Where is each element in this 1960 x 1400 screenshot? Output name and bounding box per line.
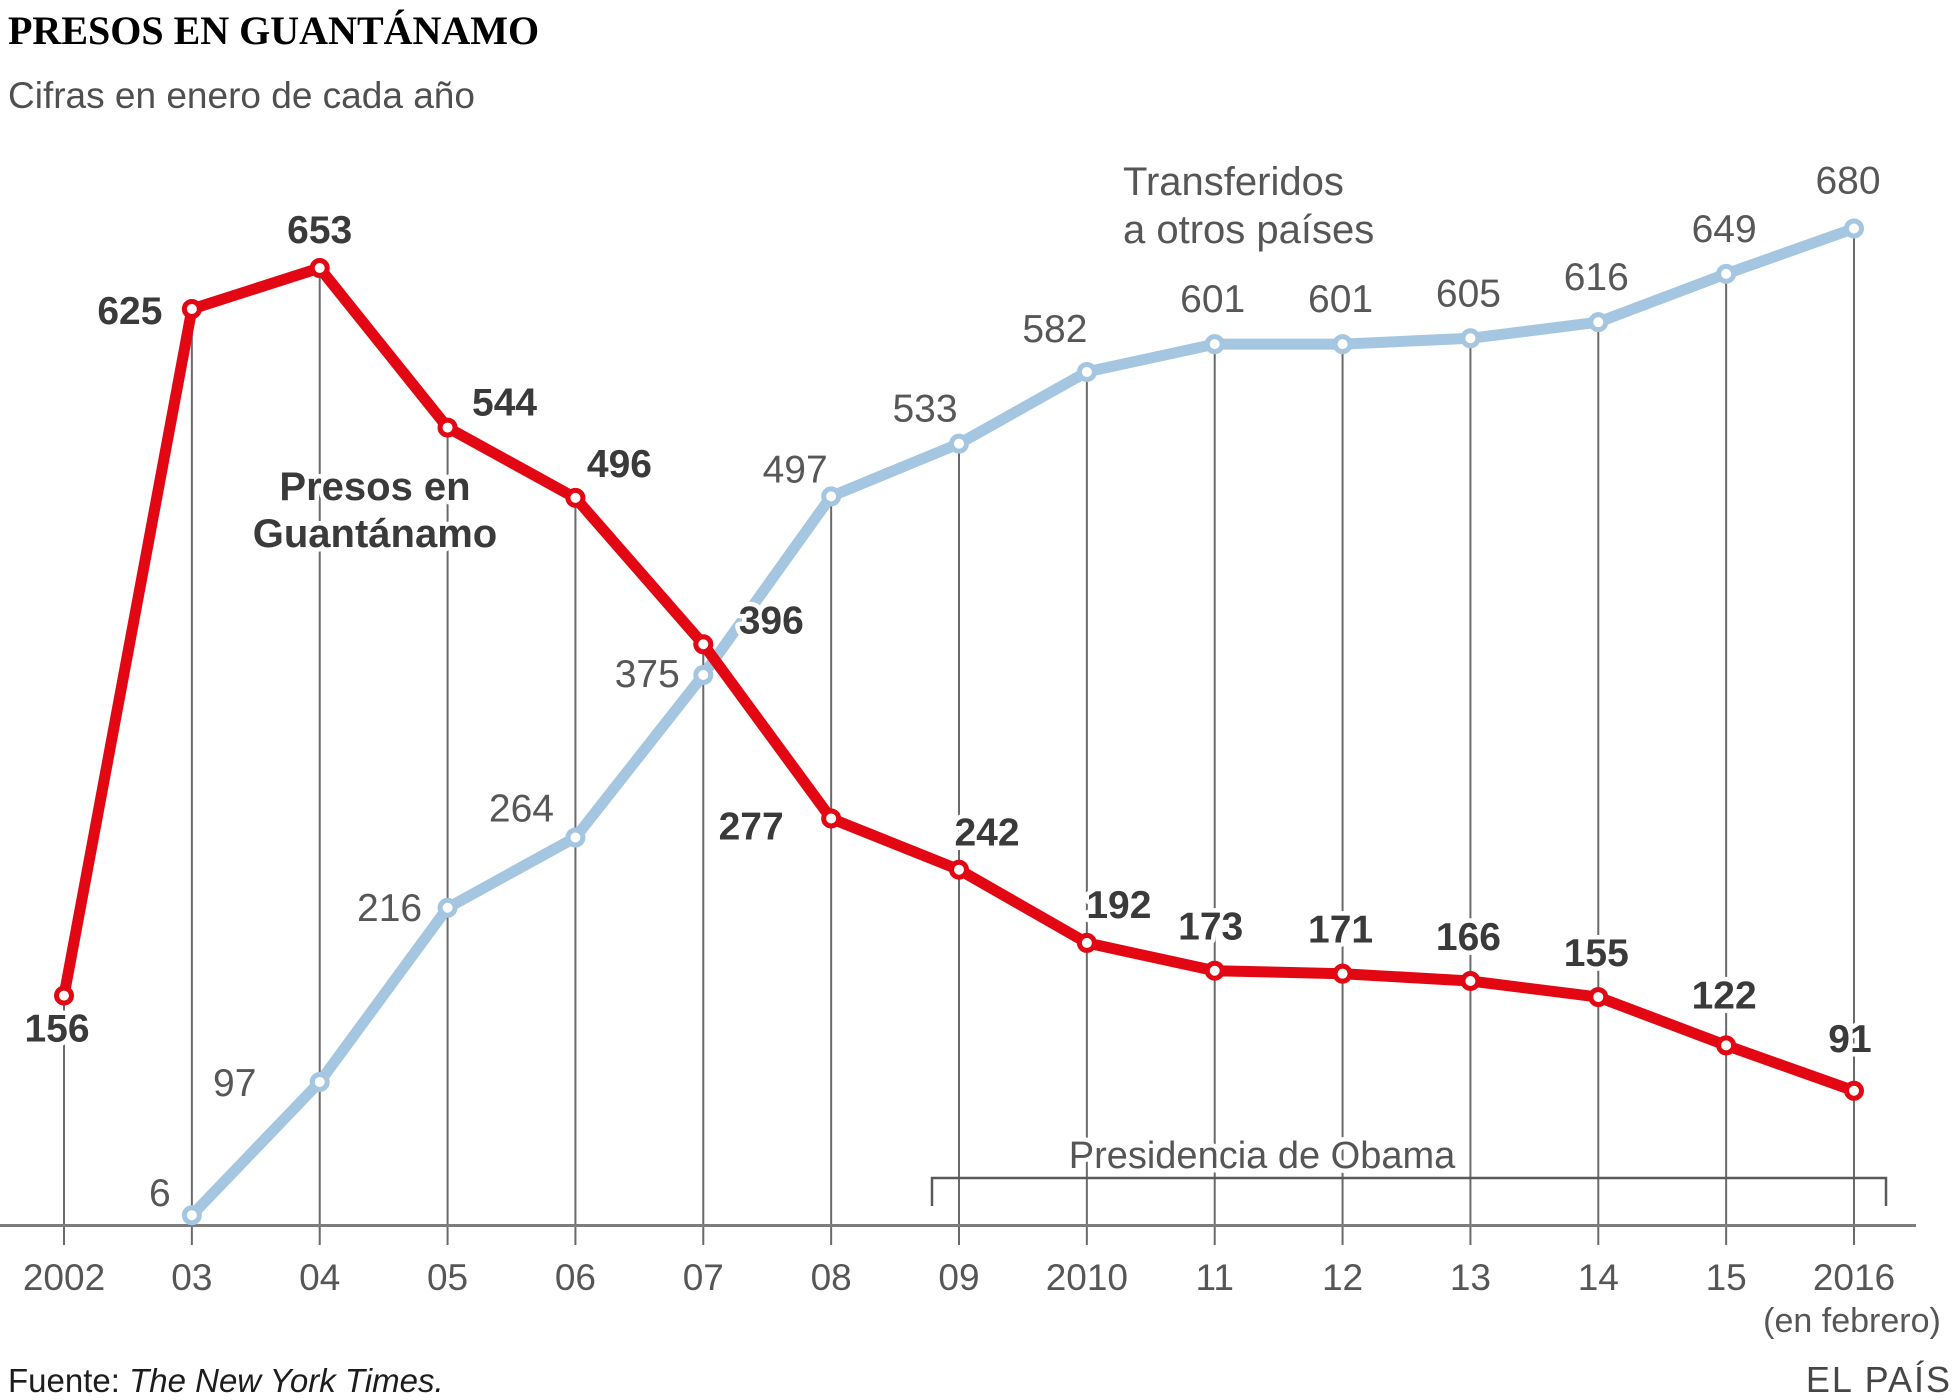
presos-value-label: 122 <box>1692 974 1757 1017</box>
presos-value-label: 156 <box>24 1008 89 1051</box>
page-title: PRESOS EN GUANTÁNAMO <box>8 8 539 53</box>
year-label: 13 <box>1450 1257 1491 1298</box>
transferidos-marker <box>1588 312 1609 333</box>
year-label: 03 <box>171 1257 212 1298</box>
presos-value-label: 625 <box>97 290 162 333</box>
presos-marker <box>1204 960 1225 981</box>
obama-annotation: Presidencia de Obama <box>930 1131 1888 1206</box>
presos-legend-line2: Guantánamo <box>253 512 497 556</box>
source-name: The New York Times. <box>129 1362 444 1399</box>
year-label: 07 <box>683 1257 724 1298</box>
transferidos-value-label: 582 <box>1022 308 1087 351</box>
transferidos-marker <box>1204 334 1225 355</box>
data-value-labels: 6 97 216 264 375 497 533 582 601 601 605 616 649 680 1… <box>20 155 1885 1220</box>
transferidos-line <box>187 223 1856 1220</box>
transferidos-value-label: 97 <box>213 1062 256 1105</box>
presos-marker <box>54 985 74 1006</box>
transferidos-value-label: 605 <box>1436 272 1501 315</box>
x-axis-note: (en febrero) <box>1763 1302 1941 1340</box>
presos-marker <box>1076 932 1097 953</box>
presos-value-label: 155 <box>1564 932 1629 975</box>
transferidos-value-label: 649 <box>1692 208 1757 251</box>
presos-value-label: 171 <box>1308 909 1373 952</box>
obama-bracket-label: Presidencia de Obama <box>1069 1135 1456 1177</box>
year-label: 06 <box>555 1257 596 1298</box>
year-label: 15 <box>1706 1257 1747 1298</box>
presos-marker <box>1460 970 1481 991</box>
transferidos-marker <box>1716 263 1737 284</box>
presos-value-label: 91 <box>1828 1018 1871 1061</box>
presos-value-label: 242 <box>954 812 1019 855</box>
transferidos-marker <box>1460 328 1481 349</box>
presos-marker <box>309 258 330 279</box>
x-axis <box>0 1224 1916 1245</box>
year-label: 2002 <box>23 1257 105 1298</box>
transferidos-marker <box>181 1205 202 1226</box>
presos-marker <box>181 298 202 319</box>
source-credit: Fuente: The New York Times. <box>8 1362 444 1399</box>
transferidos-marker <box>1076 361 1097 382</box>
presos-marker <box>1843 1080 1864 1101</box>
presos-value-label: 166 <box>1436 916 1501 959</box>
year-label: 11 <box>1196 1257 1234 1298</box>
transferidos-value-label: 264 <box>489 788 554 831</box>
presos-value-label: 653 <box>287 209 352 252</box>
presos-marker <box>565 487 586 508</box>
transferidos-marker <box>1843 218 1864 239</box>
presos-legend-line1: Presos en <box>279 465 470 509</box>
presos-value-label: 396 <box>739 599 804 642</box>
transferidos-value-label: 375 <box>615 653 680 696</box>
year-label: 14 <box>1578 1257 1619 1298</box>
obama-bracket-line <box>930 1176 1888 1206</box>
presos-value-label: 496 <box>587 443 652 486</box>
transferidos-marker <box>309 1071 330 1092</box>
year-label: 2010 <box>1046 1257 1128 1298</box>
transferidos-marker <box>1332 334 1353 355</box>
legend-transferidos: Transferidos a otros países <box>1119 156 1379 257</box>
transferidos-legend-line2: a otros países <box>1123 208 1374 252</box>
presos-marker <box>821 808 842 829</box>
presos-marker <box>1332 963 1353 984</box>
presos-marker <box>693 634 714 655</box>
data-point-markers <box>54 218 1864 1226</box>
presos-marker <box>948 859 969 880</box>
transferidos-marker <box>565 827 586 848</box>
year-label: 2016 <box>1813 1257 1895 1298</box>
transferidos-value-label: 216 <box>357 887 422 930</box>
year-label: 08 <box>811 1257 852 1298</box>
transferidos-value-label: 616 <box>1564 256 1629 299</box>
transferidos-marker <box>437 897 458 918</box>
source-prefix: Fuente: <box>8 1362 129 1399</box>
presos-value-label: 173 <box>1178 906 1243 949</box>
transferidos-value-label: 601 <box>1180 278 1245 321</box>
year-label: 04 <box>299 1257 340 1298</box>
transferidos-value-label: 497 <box>763 448 828 491</box>
year-label: 12 <box>1322 1257 1363 1298</box>
presos-marker <box>1588 987 1609 1008</box>
transferidos-value-label: 533 <box>892 388 957 431</box>
x-axis-labels: 2002 03 04 05 06 07 08 09 2010 11 12 13 14 15 2016 <box>23 1257 1895 1298</box>
presos-value-label: 544 <box>472 382 537 425</box>
year-label: 05 <box>427 1257 468 1298</box>
transferidos-marker <box>948 433 969 454</box>
presos-value-label: 277 <box>719 805 784 848</box>
transferidos-marker <box>693 664 714 685</box>
page-subtitle: Cifras en enero de cada año <box>8 75 475 116</box>
publisher-credit: EL PAÍS <box>1806 1359 1952 1400</box>
legend-presos: Presos en Guantánamo <box>248 461 501 561</box>
guide-lines <box>63 228 1855 1224</box>
transferidos-legend-line1: Transferidos <box>1123 160 1344 204</box>
presos-value-label: 192 <box>1086 884 1151 927</box>
presos-marker <box>1716 1035 1737 1056</box>
transferidos-marker <box>821 486 842 507</box>
transferidos-value-label: 601 <box>1308 278 1373 321</box>
transferidos-path <box>187 223 1856 1220</box>
transferidos-value-label: 680 <box>1815 159 1880 202</box>
transferidos-value-label: 6 <box>149 1172 171 1215</box>
presos-marker <box>437 417 458 438</box>
year-label: 09 <box>938 1257 979 1298</box>
